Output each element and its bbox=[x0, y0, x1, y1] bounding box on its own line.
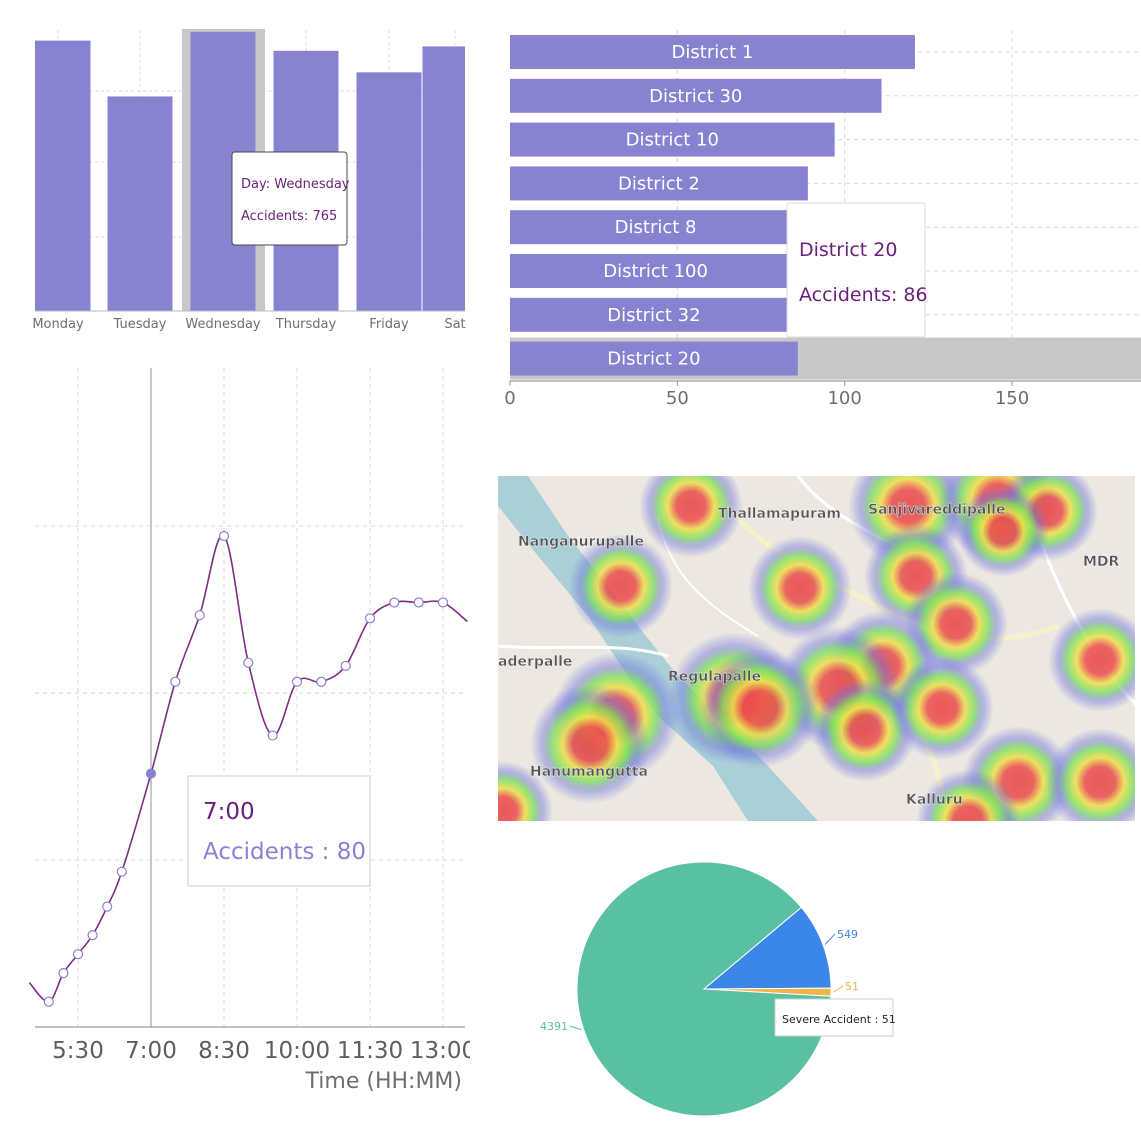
heat-spot bbox=[700, 648, 820, 768]
x-tick-label: 8:30 bbox=[198, 1038, 250, 1064]
bar-label: District 10 bbox=[626, 130, 719, 151]
place-label: Nanganurupalle bbox=[518, 534, 644, 550]
pie-slice bbox=[702, 906, 832, 990]
place-label: Regulapalle bbox=[668, 669, 761, 685]
accident-heatmap: Thallamapuram Sanjivareddipalle Nanganurup… bbox=[498, 476, 1135, 821]
data-point bbox=[316, 676, 327, 687]
data-point bbox=[170, 676, 181, 687]
x-tick-label: 100 bbox=[827, 388, 861, 409]
x-tick-label: 0 bbox=[504, 388, 515, 409]
data-point bbox=[58, 968, 69, 979]
data-point bbox=[389, 597, 400, 608]
data-point bbox=[437, 597, 449, 608]
bar-sat bbox=[422, 46, 465, 311]
place-label: Sanjivareddipalle bbox=[868, 502, 1005, 518]
bar-label: District 30 bbox=[649, 86, 742, 107]
pie-leader-line bbox=[824, 933, 836, 945]
tooltip-day-text: Day: Wednesday bbox=[241, 177, 350, 192]
data-point bbox=[72, 949, 84, 960]
bar-friday bbox=[356, 72, 422, 312]
weekday-bar-chart: Monday Tuesday Wednesday Thursday Friday Sat … bbox=[32, 29, 466, 332]
pie-value-label: 51 bbox=[845, 980, 859, 993]
data-point bbox=[218, 530, 230, 542]
x-tick-label: Thursday bbox=[275, 317, 337, 332]
bar-district-2 bbox=[510, 166, 808, 201]
x-tick-label: Tuesday bbox=[113, 317, 167, 332]
tooltip-accidents-text: Accidents : 80 bbox=[203, 839, 366, 865]
bar-district-32 bbox=[510, 297, 798, 332]
data-point bbox=[87, 930, 98, 941]
bar-label: District 32 bbox=[607, 305, 700, 326]
bar-label: District 8 bbox=[615, 217, 697, 238]
heat-spot bbox=[569, 534, 673, 638]
district-tooltip: District 20 Accidents: 86 bbox=[786, 202, 928, 338]
data-point bbox=[267, 730, 278, 741]
time-tooltip: 7:00 Accidents : 80 bbox=[187, 775, 371, 887]
heat-spot bbox=[639, 476, 743, 558]
bar-label: District 2 bbox=[618, 173, 700, 194]
heat-spot bbox=[498, 761, 553, 821]
place-label: Kalluru bbox=[906, 792, 963, 808]
bar-district-100 bbox=[510, 254, 802, 288]
heat-spot bbox=[748, 536, 852, 640]
bar-monday bbox=[35, 40, 91, 311]
pie-leader-line bbox=[569, 1025, 582, 1031]
tooltip-severe-text: Severe Accident : 51 bbox=[782, 1013, 896, 1026]
pie-slice bbox=[576, 861, 832, 1117]
x-tick-label: 5:30 bbox=[52, 1038, 104, 1064]
bar-district-30 bbox=[510, 78, 882, 113]
data-point bbox=[194, 610, 205, 621]
bar-district-10 bbox=[510, 122, 835, 157]
data-point bbox=[243, 657, 254, 668]
data-point bbox=[364, 613, 376, 624]
x-tick-label: Friday bbox=[369, 317, 409, 332]
x-tick-label: 13:00 bbox=[410, 1038, 470, 1064]
x-axis-title: Time (HH:MM) bbox=[305, 1069, 462, 1094]
heat-spot bbox=[1048, 608, 1135, 712]
bar-tuesday bbox=[107, 96, 173, 311]
data-point bbox=[340, 660, 351, 671]
bar-district-8 bbox=[510, 210, 802, 245]
severity-tooltip: Severe Accident : 51 bbox=[774, 998, 896, 1037]
data-point bbox=[102, 901, 113, 912]
x-tick-label: 50 bbox=[666, 388, 689, 409]
tooltip-district-text: District 20 bbox=[799, 239, 897, 261]
data-point bbox=[413, 597, 424, 608]
bar-district-20 bbox=[510, 341, 798, 376]
highlighted-point bbox=[145, 768, 157, 779]
weekday-tooltip: Day: Wednesday Accidents: 765 bbox=[231, 151, 350, 246]
data-point bbox=[291, 676, 303, 687]
x-tick-label: Wednesday bbox=[185, 317, 261, 332]
pie-leader-line bbox=[832, 985, 844, 993]
place-label: Thallamapuram bbox=[718, 506, 841, 522]
x-tick-label: 7:00 bbox=[125, 1038, 177, 1064]
data-point bbox=[116, 866, 127, 877]
x-tick-label: Sat bbox=[444, 317, 465, 332]
x-tick-label: 150 bbox=[995, 388, 1029, 409]
x-tick-label: 11:30 bbox=[337, 1038, 403, 1064]
heat-spot bbox=[1046, 728, 1135, 821]
tooltip-accidents-text: Accidents: 765 bbox=[241, 209, 337, 224]
heat-spot bbox=[890, 656, 994, 760]
severity-pie-chart: 549 51 4391 Severe Accident : 51 bbox=[540, 861, 896, 1117]
data-point bbox=[43, 996, 54, 1007]
heat-spot bbox=[530, 684, 650, 804]
tooltip-time-text: 7:00 bbox=[203, 799, 255, 825]
bar-label: District 100 bbox=[603, 261, 708, 282]
time-line-chart: 5:30 7:00 8:30 10:00 11:30 13:00 Time (HH:MM)… bbox=[28, 368, 470, 1094]
pie-value-label: 549 bbox=[837, 928, 858, 941]
place-label: aderpalle bbox=[498, 654, 572, 670]
tooltip-accidents-text: Accidents: 86 bbox=[799, 284, 928, 306]
heat-spot bbox=[916, 769, 1020, 821]
place-label: MDR bbox=[1083, 554, 1120, 570]
bar-label: District 20 bbox=[607, 349, 700, 370]
x-tick-label: Monday bbox=[32, 317, 84, 332]
x-tick-label: 10:00 bbox=[264, 1038, 330, 1064]
heat-spot bbox=[957, 485, 1049, 577]
pie-value-label: 4391 bbox=[540, 1020, 568, 1033]
place-label: Hanumangutta bbox=[530, 764, 648, 780]
bar-district-1 bbox=[510, 35, 915, 69]
bar-label: District 1 bbox=[672, 42, 754, 63]
district-bar-chart: District 1 District 30 District 10 District… bbox=[504, 30, 1141, 409]
